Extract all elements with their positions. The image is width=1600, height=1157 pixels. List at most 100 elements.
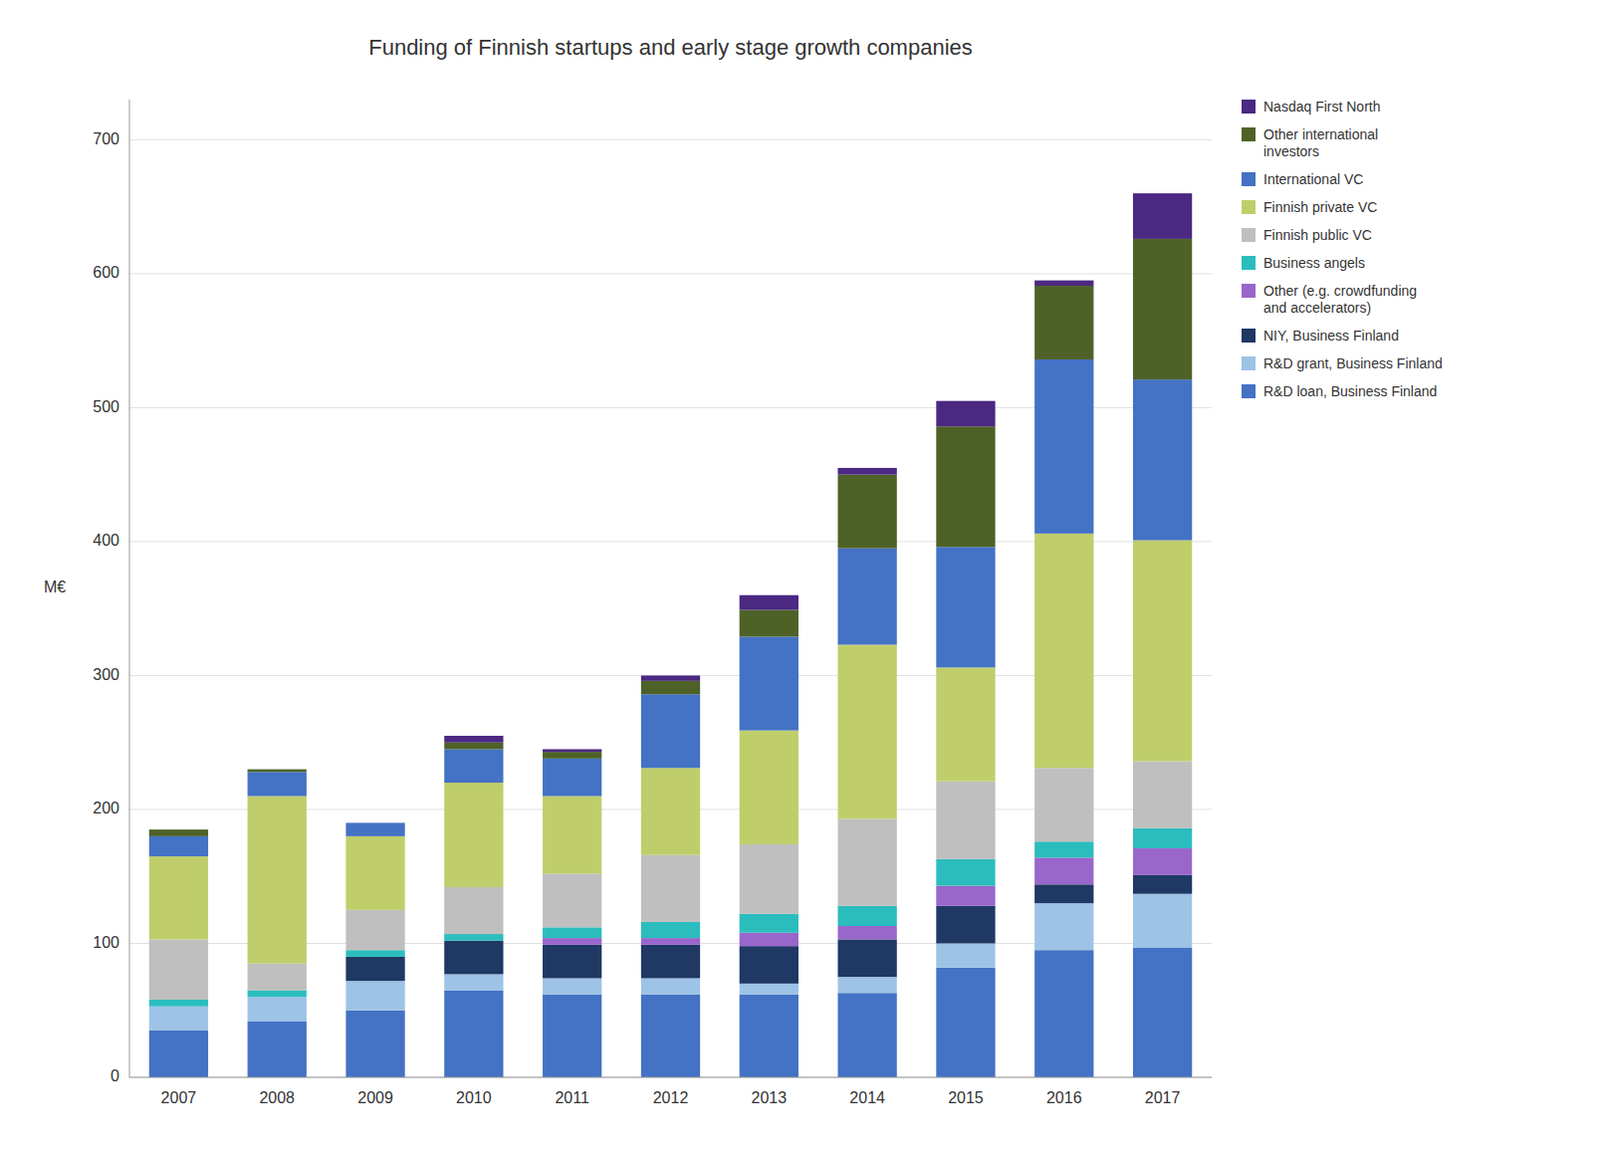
bar-segment — [345, 822, 405, 824]
x-tick-label: 2012 — [653, 1089, 689, 1107]
y-axis-label: M€ — [43, 578, 66, 596]
bar-segment — [542, 748, 602, 752]
grid-line — [129, 272, 1212, 274]
bar-segment — [149, 836, 209, 857]
bar-segment — [149, 938, 209, 1000]
legend-label: Business angels — [1263, 254, 1366, 271]
bar-segment — [247, 768, 307, 770]
x-axis-line — [129, 1077, 1212, 1079]
bar-segment — [739, 610, 799, 638]
title: Funding of Finnish startups and early st… — [368, 34, 973, 60]
bar-segment — [345, 980, 405, 1011]
bar-segment — [247, 963, 307, 991]
bar-segment — [542, 944, 602, 979]
bar-segment — [247, 769, 307, 773]
bar-segment — [542, 994, 602, 1078]
bar-segment — [542, 796, 602, 875]
bar-segment — [935, 886, 995, 907]
legend-swatch — [1241, 328, 1256, 343]
bar-segment — [935, 967, 995, 1078]
bars — [149, 193, 1192, 1078]
bar-segment — [247, 996, 307, 1021]
bar-segment — [444, 782, 503, 888]
bar-segment — [444, 990, 503, 1078]
grid — [129, 139, 1212, 1078]
y-tick-label: 500 — [92, 398, 120, 416]
bar-segment — [935, 426, 995, 547]
bar-segment — [837, 992, 897, 1078]
bar-segment — [1034, 841, 1094, 858]
bar-segment — [739, 945, 799, 984]
x-tick-label: 2011 — [554, 1089, 590, 1107]
bar-segment — [641, 855, 700, 922]
bar-segment — [149, 1030, 209, 1078]
bar-segment — [837, 548, 897, 646]
bar-segment — [1133, 875, 1192, 895]
x-tick-label: 2017 — [1144, 1089, 1181, 1107]
x-tick-label: 2009 — [357, 1089, 394, 1107]
bar-segment — [542, 758, 602, 797]
legend-swatch — [1241, 384, 1256, 399]
bar-segment — [837, 906, 897, 926]
legend-label: Other internationalinvestors — [1263, 126, 1378, 160]
bar-segment — [247, 796, 307, 964]
bar-segment — [444, 742, 503, 750]
bar-segment — [345, 822, 405, 824]
bar-segment — [149, 829, 209, 831]
bar-segment — [1034, 884, 1094, 904]
chart: 0100200300400500600700200720082009201020… — [0, 0, 1600, 1157]
bar-segment — [1133, 540, 1192, 762]
bar-segment — [641, 921, 700, 938]
bar-segment — [837, 467, 897, 475]
y-tick-label: 400 — [92, 531, 120, 549]
bar-segment — [542, 937, 602, 945]
bar-segment — [345, 1010, 405, 1078]
bar-segment — [1034, 949, 1094, 1078]
legend-label: R&D loan, Business Finland — [1263, 383, 1437, 400]
bar-segment — [641, 693, 700, 768]
bar-segment — [444, 735, 503, 743]
legend-label: NIY, Business Finland — [1263, 327, 1399, 344]
y-tick-label: 700 — [92, 130, 120, 148]
legend-swatch — [1241, 228, 1256, 242]
bar-segment — [641, 767, 700, 855]
legend-label: Finnish public VC — [1263, 227, 1372, 243]
legend-label: Finnish private VC — [1263, 199, 1377, 216]
bar-segment — [1034, 285, 1094, 360]
bar-segment — [935, 942, 995, 967]
bar-segment — [444, 940, 503, 975]
bar-segment — [837, 938, 897, 977]
bar-segment — [542, 977, 602, 994]
bar-segment — [641, 944, 700, 979]
legend-swatch — [1241, 127, 1256, 142]
legend-label: International VC — [1263, 171, 1364, 188]
bar-segment — [345, 956, 405, 981]
y-tick-label: 0 — [110, 1067, 120, 1085]
bar-segment — [837, 976, 897, 993]
bar-segment — [739, 983, 799, 995]
x-tick-label: 2010 — [456, 1089, 492, 1107]
y-axis-line — [129, 99, 131, 1078]
bar-segment — [247, 771, 307, 796]
y-tick-label: 100 — [92, 933, 120, 951]
bar-segment — [641, 675, 700, 681]
bar-segment — [149, 856, 209, 939]
bar-segment — [739, 730, 799, 845]
bar-segment — [247, 990, 307, 998]
legend-label: Other (e.g. crowdfundingand accelerators… — [1263, 282, 1417, 316]
bar-segment — [641, 681, 700, 694]
y-tick-label: 600 — [92, 263, 120, 281]
x-tick-label: 2013 — [751, 1089, 788, 1107]
bar-segment — [1034, 533, 1094, 768]
x-tick-label: 2007 — [161, 1089, 198, 1107]
bar-segment — [935, 667, 995, 781]
bar-segment — [345, 949, 405, 957]
legend-swatch — [1241, 356, 1256, 371]
bar-segment — [444, 933, 503, 941]
bar-segment — [542, 874, 602, 928]
bar-segment — [149, 829, 209, 837]
bar-segment — [935, 859, 995, 887]
y-tick-label: 300 — [92, 666, 120, 684]
bar-segment — [1133, 379, 1192, 540]
bar-segment — [1034, 280, 1094, 286]
